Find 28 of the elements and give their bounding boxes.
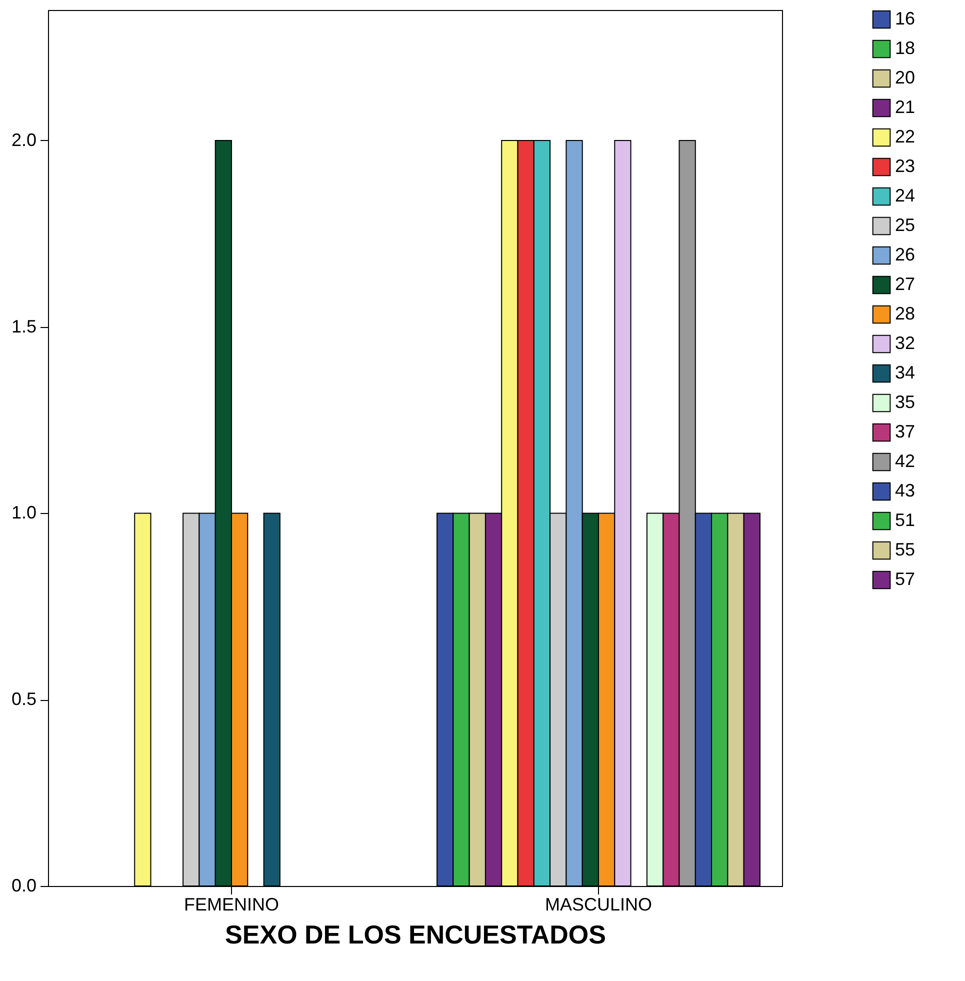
legend-label: 18 (895, 38, 916, 58)
y-tick-label: 2.0 (11, 130, 36, 150)
y-tick-label: 0.5 (11, 689, 36, 710)
legend-label: 51 (895, 510, 916, 530)
legend-label: 23 (895, 156, 916, 176)
legend-label: 21 (895, 97, 916, 117)
legend-label: 43 (895, 480, 916, 500)
legend-label: 26 (895, 244, 916, 264)
y-tick-label: 0.0 (11, 876, 36, 896)
legend-label: 22 (895, 126, 916, 146)
y-tick-label: 1.0 (11, 502, 36, 523)
x-tick-label: FEMENINO (184, 894, 280, 914)
y-tick-label: 1.5 (11, 316, 36, 336)
legend-label: 57 (895, 569, 916, 589)
legend-label: 16 (895, 8, 916, 28)
legend-label: 55 (895, 540, 916, 560)
x-axis-title: SEXO DE LOS ENCUESTADOS (225, 920, 606, 950)
legend-label: 35 (895, 392, 916, 412)
legend-label: 32 (895, 333, 916, 353)
legend-label: 20 (895, 68, 916, 88)
legend-label: 24 (895, 186, 916, 206)
legend-label: 28 (895, 304, 916, 324)
legend-label: 34 (895, 362, 916, 382)
legend-label: 27 (895, 274, 916, 294)
legend-label: 25 (895, 215, 916, 235)
x-tick-label: MASCULINO (544, 894, 652, 914)
legend-label: 42 (895, 451, 916, 471)
legend-label: 37 (895, 422, 916, 442)
